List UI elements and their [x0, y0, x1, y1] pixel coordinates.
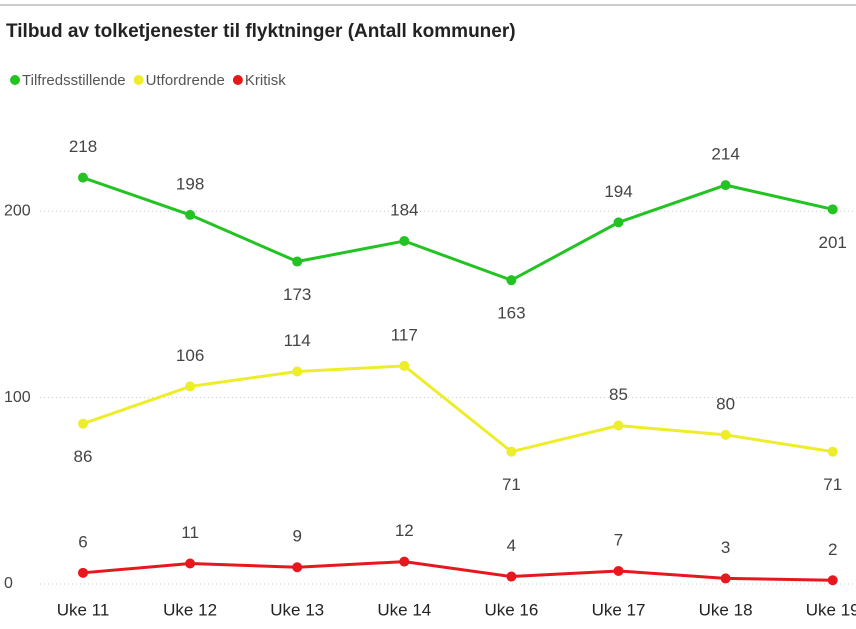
data-label: 2 — [828, 540, 837, 559]
legend-label: Utfordrende — [146, 72, 225, 89]
x-tick-label: Uke 12 — [163, 600, 217, 619]
data-label: 198 — [176, 174, 204, 193]
data-point — [399, 556, 410, 567]
data-point — [613, 420, 624, 431]
data-point — [506, 275, 517, 286]
data-label: 86 — [74, 447, 93, 466]
data-label: 201 — [819, 233, 847, 252]
data-point — [185, 381, 196, 392]
x-tick-label: Uke 11 — [57, 600, 110, 619]
data-label: 214 — [711, 145, 739, 164]
x-tick-label: Uke 14 — [377, 600, 431, 619]
x-tick-label: Uke 19 — [806, 600, 856, 619]
data-label: 3 — [721, 538, 730, 557]
data-point — [720, 573, 731, 584]
data-point — [613, 217, 624, 228]
data-label: 12 — [395, 521, 414, 540]
data-label: 117 — [391, 325, 418, 344]
y-tick-label: 0 — [4, 575, 13, 592]
series-line — [82, 364, 833, 454]
data-label: 218 — [69, 137, 97, 156]
data-point — [185, 209, 196, 220]
data-label: 71 — [502, 475, 521, 494]
data-point — [827, 446, 838, 457]
x-tick-label: Uke 18 — [699, 600, 753, 619]
data-point — [399, 236, 410, 247]
series-line — [82, 176, 834, 282]
data-label: 71 — [823, 475, 842, 494]
data-label: 7 — [614, 530, 623, 549]
data-label: 194 — [604, 182, 632, 201]
legend-label: Tilfredsstillende — [22, 72, 126, 89]
data-point — [720, 429, 731, 440]
y-tick-label: 100 — [4, 389, 31, 406]
data-point — [827, 204, 838, 215]
data-point — [720, 180, 731, 191]
x-tick-label: Uke 13 — [270, 600, 324, 619]
data-label: 114 — [284, 331, 311, 350]
legend-label: Kritisk — [245, 72, 286, 89]
chart-title: Tilbud av tolketjenester til flyktninger… — [6, 21, 516, 42]
data-label: 173 — [283, 285, 311, 304]
data-point — [78, 418, 88, 429]
data-label: 9 — [292, 527, 301, 546]
data-point — [506, 571, 517, 582]
data-point — [506, 446, 517, 457]
data-label: 11 — [181, 523, 199, 542]
x-tick-label: Uke 17 — [592, 600, 646, 619]
data-point — [78, 567, 88, 578]
data-point — [78, 172, 88, 183]
data-point — [292, 256, 303, 267]
data-label: 163 — [497, 304, 525, 323]
data-point — [827, 575, 838, 586]
data-point — [613, 565, 624, 576]
data-point — [399, 360, 410, 371]
legend-marker — [133, 75, 144, 85]
series-line — [82, 560, 833, 582]
data-point — [292, 366, 303, 377]
data-point — [185, 558, 196, 569]
data-label: 184 — [390, 201, 418, 220]
data-label: 4 — [507, 536, 516, 555]
data-label: 6 — [78, 532, 87, 551]
y-tick-label: 200 — [4, 202, 31, 219]
data-label: 85 — [609, 385, 628, 404]
x-tick-label: Uke 16 — [484, 600, 538, 619]
legend-marker — [10, 75, 20, 85]
data-label: 106 — [176, 346, 204, 365]
data-point — [292, 562, 303, 573]
data-label: 80 — [716, 394, 735, 413]
legend-marker — [232, 75, 243, 85]
